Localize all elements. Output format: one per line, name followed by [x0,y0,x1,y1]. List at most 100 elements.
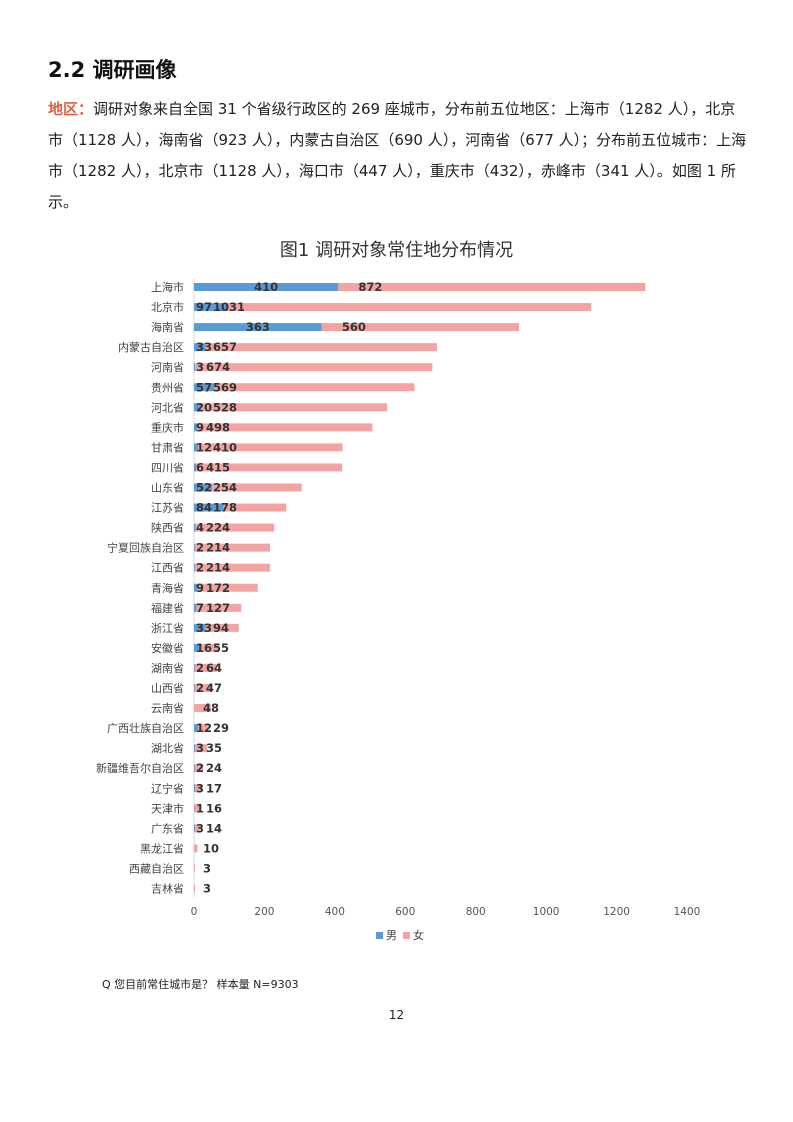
x-tick-label: 0 [191,906,198,918]
bar-male [194,383,215,392]
female-value-label: 29 [213,721,229,735]
bar-female [321,323,520,332]
bar-male [194,603,197,612]
female-value-label: 48 [203,701,219,715]
female-value-label: 17 [206,781,222,795]
bar-female [205,343,437,352]
male-value-label: 2 [196,681,204,695]
female-value-label: 16 [206,801,222,815]
female-value-label: 254 [213,481,237,495]
bar-female [223,503,287,512]
male-value-label: 3 [196,360,204,374]
category-label: 海南省 [151,320,184,334]
male-value-label: 57 [196,380,212,394]
male-value-label: 2 [196,561,204,575]
bar-male [194,503,224,512]
bar-female [194,864,196,873]
page-number: 12 [388,1008,405,1022]
bar-female [196,463,343,472]
male-value-label: 12 [196,440,212,454]
bar-female [194,684,212,692]
category-label: 安徽省 [151,641,184,655]
bar-female [228,303,592,312]
bar-female [205,623,239,632]
category-label: 陕西省 [151,521,184,535]
bar-female [194,663,218,672]
female-value-label: 498 [206,420,230,434]
category-label: 西藏自治区 [129,861,184,875]
x-tick-label: 1200 [603,906,630,918]
bar-male [194,523,196,532]
male-value-label: 3 [196,781,204,795]
bar-female [194,764,204,773]
bar-male [194,323,322,332]
female-value-label: 1031 [213,300,245,314]
male-value-label: 2 [196,541,204,555]
bar-female [194,804,200,813]
female-value-label: 560 [342,320,366,334]
bar-female [201,403,387,412]
chart-title: 图1 调研对象常住地分布情况 [279,240,514,261]
male-value-label: 9 [196,420,204,434]
bar-male [194,643,200,652]
x-tick-label: 800 [466,906,486,918]
legend-swatch-female [403,932,410,939]
category-label: 四川省 [151,461,184,474]
bar-female [212,483,302,492]
legend-label-male: 男 [386,929,397,942]
female-value-label: 14 [206,821,222,835]
category-label: 江西省 [151,562,184,575]
male-value-label: 6 [196,460,204,474]
female-value-label: 178 [213,501,237,515]
bar-female [195,784,202,793]
female-value-label: 47 [206,681,222,695]
paragraph-text: 调研对象来自全国 31 个省级行政区的 269 座城市，分布前五位地区：上海市（… [48,100,747,211]
bar-male [194,563,195,572]
bar-female [194,543,271,552]
male-value-label: 7 [196,601,204,615]
section-heading: 2.2 调研画像 [48,58,177,82]
category-label: 福建省 [151,601,184,615]
bar-female [196,603,242,612]
male-value-label: 2 [196,661,204,675]
category-label: 辽宁省 [151,781,184,795]
bar-female [197,423,373,432]
bar-male [194,423,198,432]
male-value-label: 9 [196,581,204,595]
category-label: 河南省 [151,361,184,374]
female-value-label: 415 [206,460,230,474]
category-label: 吉林省 [151,882,184,896]
bar-male [194,403,202,412]
female-value-label: 3 [203,882,211,896]
bar-female [338,283,646,291]
female-value-label: 55 [213,641,229,655]
region-paragraph: 地区：调研对象来自全国 31 个省级行政区的 269 座城市，分布前五位地区：上… [48,94,748,218]
bar-male [194,663,195,672]
bar-male [194,443,199,452]
bar-female [197,583,258,592]
male-value-label: 410 [254,280,278,294]
bar-female [198,724,209,733]
bar-female [195,523,275,532]
x-tick-label: 200 [254,906,274,918]
male-value-label: 52 [196,481,212,495]
bar-female [194,563,271,572]
male-value-label: 97 [196,300,212,314]
paragraph-lead: 地区： [48,100,94,118]
bar-male [194,583,198,592]
x-tick-label: 1400 [674,906,701,918]
male-value-label: 12 [196,721,212,735]
legend-label-female: 女 [413,928,424,942]
bar-male [194,463,197,472]
category-label: 重庆市 [151,420,184,434]
female-value-label: 872 [358,280,382,294]
bar-male [194,483,213,492]
female-value-label: 172 [206,581,230,595]
female-value-label: 127 [206,601,230,615]
category-label: 河北省 [151,401,184,414]
category-label: 内蒙古自治区 [118,340,184,354]
bar-male [194,343,206,352]
bar-female [195,744,208,753]
category-label: 新疆维吾尔自治区 [96,761,184,775]
